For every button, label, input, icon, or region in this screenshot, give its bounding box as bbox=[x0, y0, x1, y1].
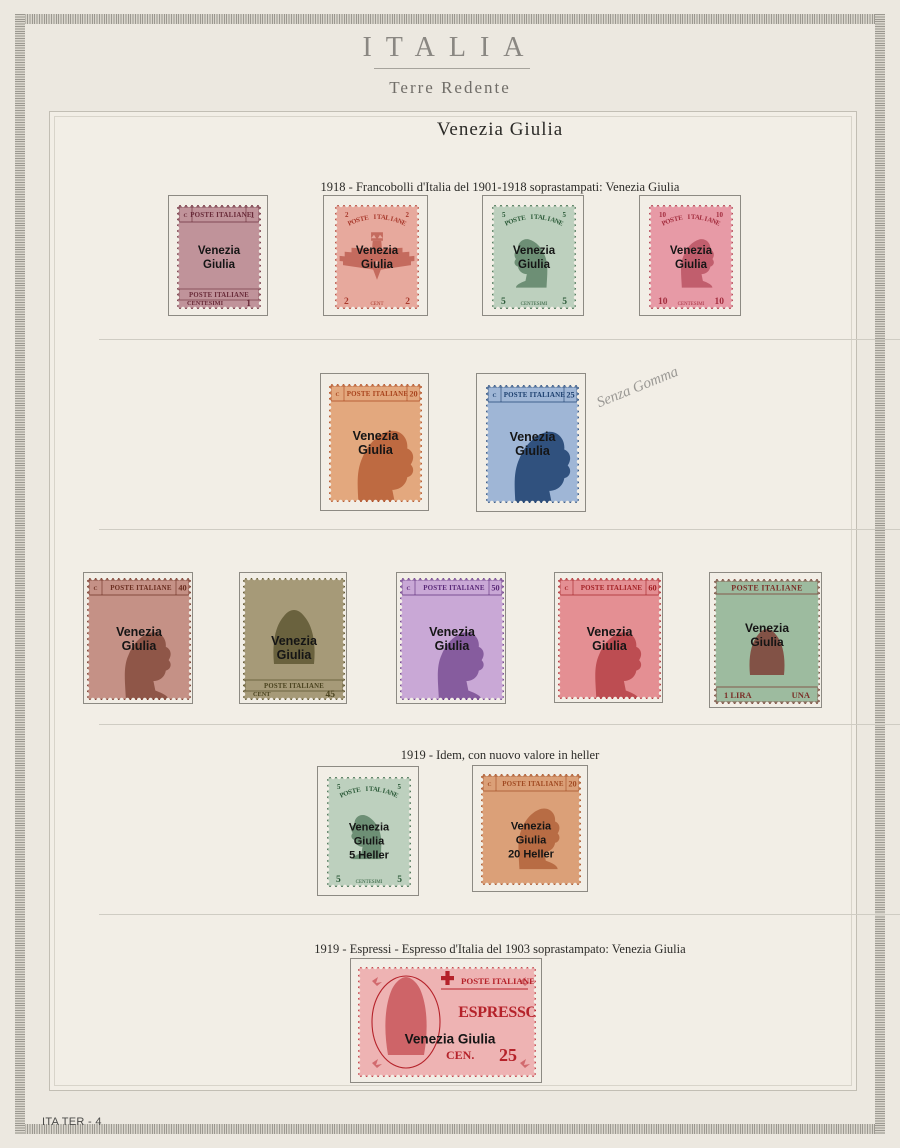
svg-text:CENTESIMI: CENTESIMI bbox=[187, 300, 224, 307]
svg-text:POSTE ITALIANE: POSTE ITALIANE bbox=[731, 583, 802, 592]
svg-text:Venezia: Venezia bbox=[670, 244, 713, 256]
svg-text:Venezia: Venezia bbox=[509, 430, 556, 444]
svg-text:5: 5 bbox=[562, 297, 567, 307]
svg-text:Giulia: Giulia bbox=[203, 258, 236, 270]
svg-text:POSTE ITALIANE: POSTE ITALIANE bbox=[264, 683, 324, 690]
svg-text:C: C bbox=[183, 213, 187, 219]
svg-text:Giulia: Giulia bbox=[516, 835, 547, 847]
svg-text:10: 10 bbox=[658, 297, 668, 307]
svg-text:5: 5 bbox=[501, 297, 506, 307]
svg-text:2: 2 bbox=[345, 211, 349, 219]
svg-text:10: 10 bbox=[716, 211, 724, 219]
svg-text:C: C bbox=[406, 586, 410, 592]
svg-text:Venezia: Venezia bbox=[355, 244, 398, 256]
svg-text:POSTE ITALIANE: POSTE ITALIANE bbox=[423, 584, 485, 592]
svg-text:Giulia: Giulia bbox=[122, 639, 158, 653]
svg-text:CENTESIMI: CENTESIMI bbox=[356, 880, 383, 885]
svg-text:60: 60 bbox=[648, 584, 656, 593]
svg-text:Giulia: Giulia bbox=[675, 258, 708, 270]
svg-text:CENT: CENT bbox=[370, 302, 383, 307]
svg-text:5: 5 bbox=[336, 875, 341, 885]
svg-text:5: 5 bbox=[563, 211, 567, 219]
svg-text:C: C bbox=[564, 586, 568, 592]
svg-text:5: 5 bbox=[398, 783, 402, 791]
svg-text:Giulia: Giulia bbox=[750, 635, 784, 649]
svg-text:50: 50 bbox=[491, 584, 499, 593]
svg-text:Venezia: Venezia bbox=[513, 244, 556, 256]
svg-text:1: 1 bbox=[250, 210, 254, 219]
svg-text:POSTE ITALIANE: POSTE ITALIANE bbox=[189, 292, 249, 299]
svg-text:5: 5 bbox=[502, 211, 506, 219]
svg-text:Venezia: Venezia bbox=[116, 625, 163, 639]
svg-text:C: C bbox=[487, 782, 491, 788]
svg-text:Venezia: Venezia bbox=[429, 625, 476, 639]
svg-text:CEN.: CEN. bbox=[446, 1048, 474, 1062]
svg-text:C: C bbox=[93, 586, 97, 592]
svg-text:Giulia: Giulia bbox=[361, 258, 394, 270]
svg-text:Giulia: Giulia bbox=[515, 444, 551, 458]
svg-text:40: 40 bbox=[178, 584, 186, 593]
svg-text:POSTE ITALIANE: POSTE ITALIANE bbox=[190, 211, 252, 219]
svg-text:C: C bbox=[335, 392, 339, 398]
svg-text:1: 1 bbox=[246, 299, 251, 309]
svg-text:Venezia: Venezia bbox=[353, 429, 400, 443]
svg-text:Giulia: Giulia bbox=[592, 639, 628, 653]
svg-text:2: 2 bbox=[405, 297, 410, 307]
svg-text:20: 20 bbox=[568, 780, 576, 789]
svg-text:5 Heller: 5 Heller bbox=[349, 850, 389, 862]
svg-text:Venezia: Venezia bbox=[587, 625, 634, 639]
svg-text:POSTE ITALIANE: POSTE ITALIANE bbox=[503, 391, 565, 399]
svg-text:CENTESIMI: CENTESIMI bbox=[678, 302, 705, 307]
svg-text:POSTE ITALIANE: POSTE ITALIANE bbox=[347, 390, 409, 398]
svg-text:Venezia: Venezia bbox=[744, 621, 788, 635]
svg-text:POSTE ITALIANE: POSTE ITALIANE bbox=[110, 584, 172, 592]
svg-text:POSTE ITALIANE: POSTE ITALIANE bbox=[581, 584, 643, 592]
svg-text:Venezia: Venezia bbox=[511, 821, 552, 833]
svg-text:Venezia Giulia: Venezia Giulia bbox=[405, 1031, 496, 1046]
svg-text:C: C bbox=[492, 393, 496, 399]
svg-text:Giulia: Giulia bbox=[518, 258, 551, 270]
svg-text:20: 20 bbox=[409, 390, 417, 399]
svg-text:25: 25 bbox=[566, 390, 574, 399]
svg-text:10: 10 bbox=[715, 297, 725, 307]
svg-text:10: 10 bbox=[659, 211, 667, 219]
svg-text:CENT: CENT bbox=[253, 691, 271, 698]
svg-text:Giulia: Giulia bbox=[358, 443, 394, 457]
svg-text:ESPRESSO: ESPRESSO bbox=[458, 1004, 536, 1021]
svg-text:25: 25 bbox=[499, 1045, 517, 1065]
svg-text:20 Heller: 20 Heller bbox=[508, 849, 555, 861]
svg-text:Venezia: Venezia bbox=[349, 822, 390, 834]
svg-text:UNA: UNA bbox=[791, 690, 810, 700]
svg-text:Giulia: Giulia bbox=[435, 639, 471, 653]
svg-text:5: 5 bbox=[397, 875, 402, 885]
svg-text:POSTE ITALIANE: POSTE ITALIANE bbox=[502, 780, 564, 788]
svg-text:5: 5 bbox=[337, 783, 341, 791]
svg-text:Giulia: Giulia bbox=[277, 648, 313, 662]
svg-text:1 LIRA: 1 LIRA bbox=[724, 690, 752, 700]
svg-text:Giulia: Giulia bbox=[354, 836, 385, 848]
svg-text:Venezia: Venezia bbox=[198, 244, 241, 256]
svg-text:CENTESIMI: CENTESIMI bbox=[521, 302, 548, 307]
svg-text:2: 2 bbox=[344, 297, 349, 307]
svg-text:45: 45 bbox=[326, 690, 336, 700]
svg-text:2: 2 bbox=[405, 211, 409, 219]
svg-text:Venezia: Venezia bbox=[271, 634, 318, 648]
